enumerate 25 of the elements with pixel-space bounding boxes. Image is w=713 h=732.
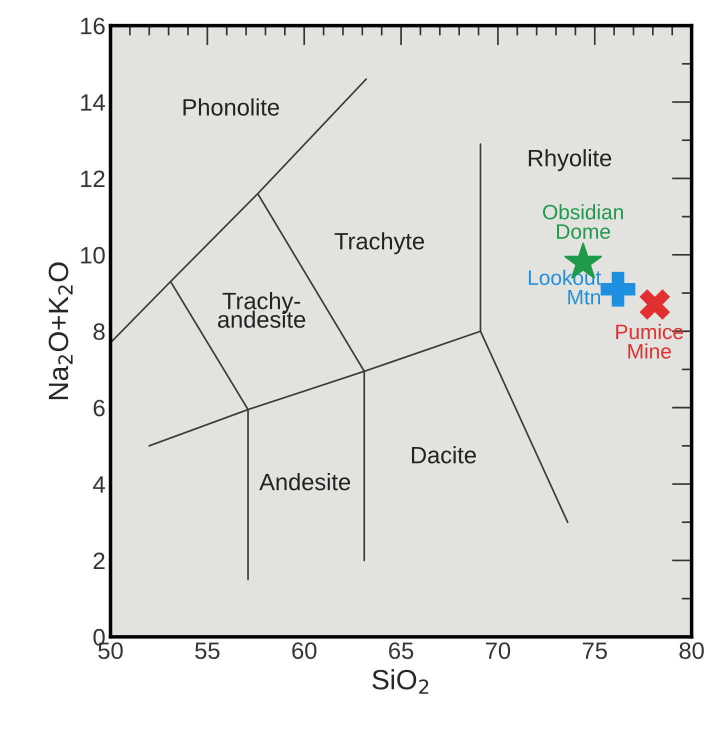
x-axis-title: SiO$_{2}$ bbox=[372, 669, 428, 694]
annotation: Dacite bbox=[412, 446, 476, 464]
y-tick-label: 4 bbox=[93, 476, 105, 493]
x-tick-label: 55 bbox=[195, 642, 220, 660]
x-tick-label: 60 bbox=[292, 642, 316, 660]
x-tick-label: 70 bbox=[486, 642, 510, 660]
annotation: Rhyolite bbox=[528, 149, 612, 172]
annotation: Trachy- andesite bbox=[218, 292, 306, 328]
annotation: Trachyte bbox=[334, 232, 424, 254]
y-tick-label: 2 bbox=[94, 552, 104, 569]
annotation: Phonolite bbox=[184, 98, 279, 116]
series-label: Pumice Mine bbox=[616, 324, 684, 359]
x-tick-label: 75 bbox=[582, 642, 607, 660]
y-tick-label: 10 bbox=[81, 246, 105, 264]
y-tick-label: 14 bbox=[81, 94, 105, 111]
y-tick-label: 16 bbox=[81, 18, 105, 34]
x-tick-label: 80 bbox=[680, 642, 704, 660]
annotation: Andesite bbox=[259, 473, 350, 490]
series-label: Obsidian Dome bbox=[543, 204, 623, 239]
y-tick-label: 6 bbox=[94, 400, 105, 416]
x-tick-label: 65 bbox=[389, 642, 414, 660]
y-tick-label: 12 bbox=[81, 170, 104, 187]
y-tick-label: 8 bbox=[94, 323, 105, 340]
series-label: Lookout Mtn bbox=[528, 270, 602, 304]
y-axis-title: Na$_{2}$O+K$_{2}$O bbox=[48, 262, 73, 400]
